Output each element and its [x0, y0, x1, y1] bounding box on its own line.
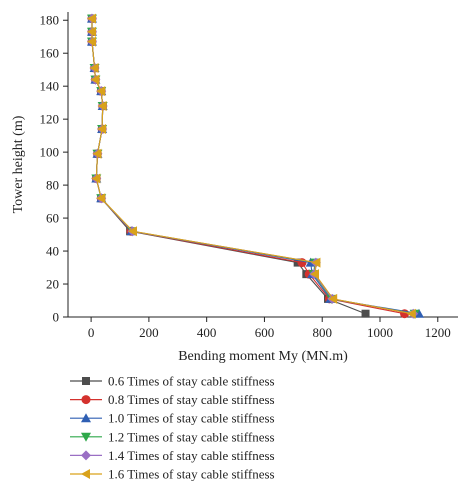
series-line: [91, 18, 415, 315]
y-tick-label: 0: [53, 310, 60, 325]
series-line: [91, 18, 366, 315]
data-point: [97, 100, 107, 111]
data-point: [89, 63, 99, 74]
x-tick-label: 600: [255, 325, 275, 340]
legend-label: 0.6 Times of stay cable stiffness: [108, 374, 275, 389]
legend-label: 1.2 Times of stay cable stiffness: [108, 429, 275, 444]
series-line: [91, 18, 414, 315]
series-4: [86, 14, 420, 319]
data-point: [328, 293, 338, 304]
data-point: [86, 36, 96, 47]
series-5: [86, 13, 419, 319]
y-tick-label: 60: [46, 211, 59, 226]
data-point: [90, 74, 100, 85]
series-3: [86, 13, 424, 318]
y-tick-label: 140: [40, 79, 60, 94]
data-point: [406, 308, 416, 319]
legend-marker: [81, 432, 91, 442]
y-tick-label: 20: [46, 277, 59, 292]
legend-marker: [82, 377, 90, 385]
legend-label: 0.8 Times of stay cable stiffness: [108, 392, 275, 407]
legend-label: 1.6 Times of stay cable stiffness: [108, 467, 275, 482]
y-tick-label: 160: [40, 46, 60, 61]
y-axis-title: Tower height (m): [11, 115, 26, 213]
legend-item: 0.8 Times of stay cable stiffness: [70, 392, 275, 407]
data-point: [414, 308, 424, 318]
legend-item: 1.2 Times of stay cable stiffness: [70, 429, 275, 444]
legend-marker: [81, 450, 91, 461]
legend-label: 1.0 Times of stay cable stiffness: [108, 411, 275, 426]
data-point: [361, 309, 370, 318]
data-point: [91, 173, 101, 184]
legend: 0.6 Times of stay cable stiffness 0.8 Tim…: [70, 374, 275, 482]
series-2: [87, 14, 410, 319]
y-tick-label: 120: [40, 112, 60, 127]
legend-item: 1.4 Times of stay cable stiffness: [70, 448, 275, 463]
legend-item: 0.6 Times of stay cable stiffness: [70, 374, 275, 389]
y-tick-label: 180: [40, 13, 60, 28]
series-layer: [86, 13, 424, 319]
legend-label: 1.4 Times of stay cable stiffness: [108, 448, 275, 463]
x-tick-label: 1200: [425, 325, 451, 340]
chart-axes: 0 200 400 600 800 1000 1200 0 20 40 60 80 100 120 140 1…: [40, 12, 458, 340]
series-line: [91, 18, 420, 315]
data-point: [92, 148, 102, 159]
data-point: [311, 257, 321, 268]
legend-marker: [81, 413, 91, 423]
y-tick-label: 100: [40, 145, 60, 160]
data-point: [310, 269, 319, 280]
x-tick-label: 800: [312, 325, 332, 340]
y-tick-label: 80: [46, 178, 59, 193]
series-line: [91, 18, 405, 315]
x-tick-label: 1000: [367, 325, 393, 340]
series-6: [86, 13, 416, 319]
x-axis-title: Bending moment My (MN.m): [178, 349, 348, 364]
series-line: [91, 18, 412, 315]
data-point: [86, 26, 96, 37]
legend-item: 1.6 Times of stay cable stiffness: [70, 467, 275, 482]
data-point: [96, 86, 106, 97]
data-point: [128, 226, 137, 237]
series-1: [87, 14, 370, 318]
x-tick-label: 400: [197, 325, 217, 340]
y-tick-label: 40: [46, 244, 59, 259]
x-tick-label: 0: [88, 325, 95, 340]
legend-item: 1.0 Times of stay cable stiffness: [70, 411, 275, 426]
data-point: [86, 13, 96, 24]
legend-marker: [81, 395, 91, 405]
legend-marker: [81, 469, 90, 479]
x-tick-label: 200: [139, 325, 159, 340]
data-point: [96, 193, 106, 204]
data-point: [97, 124, 107, 135]
